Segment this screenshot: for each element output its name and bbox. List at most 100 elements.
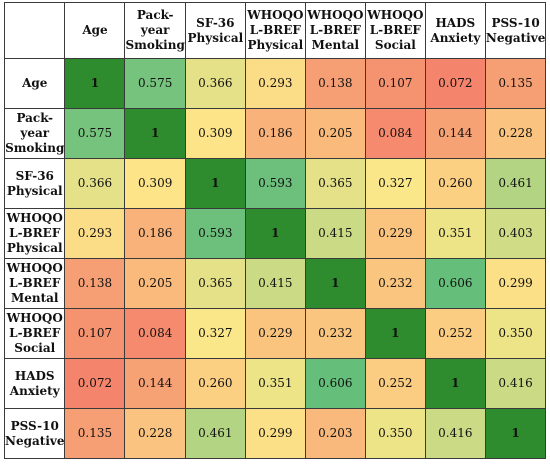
heatmap-cell: 0.366 (64, 158, 126, 209)
column-header: PSS-10 Negative (484, 2, 547, 59)
table-row: HADS Anxiety 0.072 0.144 0.260 0.351 0.606 0.25… (3, 358, 547, 409)
column-header: SF-36 Physical (184, 2, 246, 59)
row-header: PSS-10 Negative (3, 408, 66, 459)
column-header-label: Smoking (125, 38, 185, 52)
row-header-label: PSS-10 (10, 418, 59, 433)
column-header-label: Age (82, 23, 108, 37)
heatmap-cell: 0.293 (244, 58, 306, 109)
row-header-label: L-BREF (9, 276, 61, 290)
heatmap-cell: 0.232 (364, 258, 426, 309)
row-header-label: WHOQO (6, 211, 63, 225)
heatmap-cell: 0.138 (304, 58, 366, 109)
row-header-label: Mental (10, 291, 59, 305)
heatmap-cell: 0.186 (244, 108, 306, 159)
row-header: WHOQO L-BREF Mental (3, 258, 66, 309)
heatmap-cell: 0.327 (184, 308, 246, 359)
row-header-label: SF-36 (15, 168, 54, 183)
heatmap-cell: 0.260 (424, 158, 486, 209)
row-header: WHOQO L-BREF Social (3, 308, 66, 359)
table-row: Pack-year Smoking 0.575 1 0.309 0.186 0.205 0.0… (3, 108, 547, 159)
column-header-label: Physical (247, 38, 304, 52)
row-header-label: Physical (6, 241, 63, 255)
correlation-table: Age Pack-year Smoking SF-36 Physical WHOQO L-B… (3, 2, 547, 459)
heatmap-cell: 0.186 (124, 208, 186, 259)
column-header-label: WHOQO (247, 8, 304, 22)
table-row: WHOQO L-BREF Social 0.107 0.084 0.327 0.229 0.2… (3, 308, 547, 359)
column-header: Age (64, 2, 126, 59)
heatmap-cell: 0.606 (304, 358, 366, 409)
column-header: WHOQO L-BREF Social (364, 2, 426, 59)
row-header: SF-36 Physical (3, 158, 66, 209)
row-header-label: Age (22, 76, 48, 90)
table-body: Age 1 0.575 0.366 0.293 0.138 0.107 0.072 0.135 P… (3, 58, 547, 459)
row-header-label: Pack-year (16, 111, 54, 140)
heatmap-cell-diagonal: 1 (124, 108, 186, 159)
heatmap-cell: 0.299 (244, 408, 306, 459)
heatmap-cell: 0.232 (304, 308, 366, 359)
heatmap-cell: 0.205 (304, 108, 366, 159)
heatmap-cell: 0.229 (364, 208, 426, 259)
column-header-label: L-BREF (249, 23, 301, 37)
heatmap-cell: 0.228 (484, 108, 547, 159)
column-header-label: Social (374, 38, 416, 52)
table-row: Age 1 0.575 0.366 0.293 0.138 0.107 0.072 0.135 (3, 58, 547, 109)
heatmap-cell: 0.144 (124, 358, 186, 409)
column-header: Pack-year Smoking (124, 2, 186, 59)
heatmap-cell: 0.144 (424, 108, 486, 159)
column-header-label: L-BREF (369, 23, 421, 37)
row-header-label: Anxiety (9, 383, 60, 398)
heatmap-cell: 0.416 (424, 408, 486, 459)
row-header-label: WHOQO (6, 261, 63, 275)
heatmap-cell: 0.228 (124, 408, 186, 459)
table-row: WHOQO L-BREF Physical 0.293 0.186 0.593 1 0.415… (3, 208, 547, 259)
row-header: Pack-year Smoking (3, 108, 66, 159)
heatmap-cell: 0.135 (64, 408, 126, 459)
heatmap-cell: 0.415 (304, 208, 366, 259)
heatmap-cell: 0.575 (124, 58, 186, 109)
heatmap-cell: 0.252 (424, 308, 486, 359)
heatmap-cell: 0.309 (184, 108, 246, 159)
heatmap-cell: 0.606 (424, 258, 486, 309)
heatmap-cell: 0.415 (244, 258, 306, 309)
row-header: WHOQO L-BREF Physical (3, 208, 66, 259)
heatmap-cell: 0.084 (364, 108, 426, 159)
heatmap-cell: 0.350 (484, 308, 547, 359)
heatmap-cell: 0.593 (184, 208, 246, 259)
column-header-label: Pack-year (136, 8, 174, 37)
heatmap-cell: 0.107 (364, 58, 426, 109)
heatmap-cell: 0.403 (484, 208, 547, 259)
column-header-label: SF-36 (196, 15, 235, 30)
heatmap-cell: 0.203 (304, 408, 366, 459)
column-header-label: Physical (187, 30, 244, 45)
row-header-label: Negative (5, 433, 65, 448)
heatmap-cell-diagonal: 1 (304, 258, 366, 309)
heatmap-cell: 0.072 (64, 358, 126, 409)
table-row: WHOQO L-BREF Mental 0.138 0.205 0.365 0.415 1 0.… (3, 258, 547, 309)
heatmap-cell: 0.205 (124, 258, 186, 309)
column-header-label: Mental (311, 38, 360, 52)
column-header-label: L-BREF (309, 23, 361, 37)
correlation-heatmap: Age Pack-year Smoking SF-36 Physical WHOQO L-B… (3, 2, 547, 459)
column-header-label: Anxiety (430, 30, 481, 45)
heatmap-cell: 0.365 (304, 158, 366, 209)
heatmap-cell: 0.351 (424, 208, 486, 259)
heatmap-cell: 0.138 (64, 258, 126, 309)
heatmap-cell: 0.416 (484, 358, 547, 409)
row-header-label: WHOQO (6, 311, 63, 325)
heatmap-cell: 0.072 (424, 58, 486, 109)
heatmap-cell-diagonal: 1 (244, 208, 306, 259)
heatmap-cell: 0.107 (64, 308, 126, 359)
column-header-label: WHOQO (367, 8, 424, 22)
column-header: WHOQO L-BREF Mental (304, 2, 366, 59)
row-header-label: L-BREF (9, 226, 61, 240)
column-header: HADS Anxiety (424, 2, 486, 59)
heatmap-cell: 0.252 (364, 358, 426, 409)
table-row: SF-36 Physical 0.366 0.309 1 0.593 0.365 0.327 0… (3, 158, 547, 209)
heatmap-cell-diagonal: 1 (64, 58, 126, 109)
heatmap-cell: 0.461 (184, 408, 246, 459)
column-header-label: WHOQO (307, 8, 364, 22)
heatmap-cell-diagonal: 1 (484, 408, 547, 459)
heatmap-cell: 0.084 (124, 308, 186, 359)
heatmap-cell: 0.575 (64, 108, 126, 159)
column-header-label: PSS-10 (491, 15, 540, 30)
